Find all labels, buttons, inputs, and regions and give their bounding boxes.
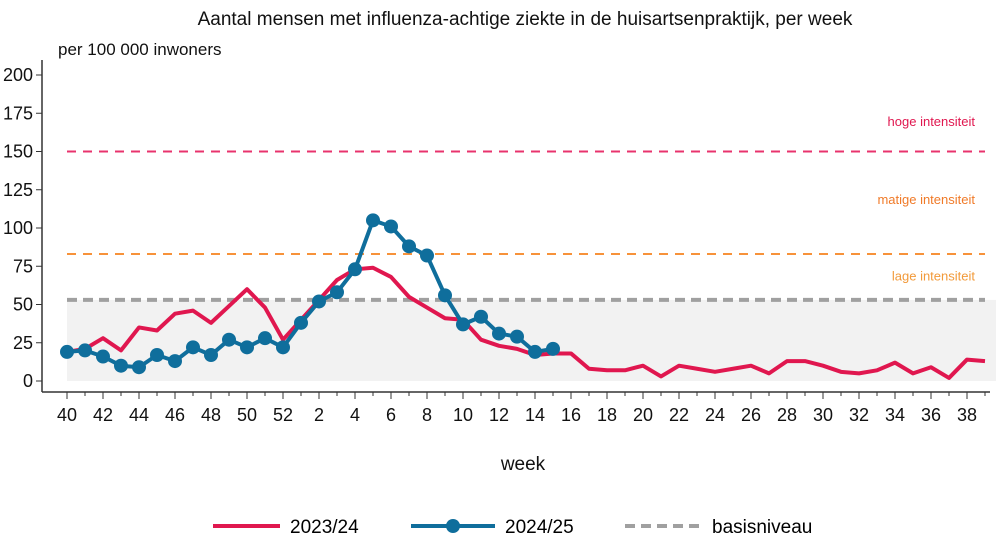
y-tick-label: 200	[3, 65, 33, 85]
band-label: lage intensiteit	[892, 268, 975, 283]
x-tick-label: 22	[669, 405, 689, 425]
data-point	[546, 341, 560, 356]
x-tick-label: 38	[957, 405, 977, 425]
data-point	[204, 347, 218, 362]
x-tick-label: 36	[921, 405, 941, 425]
band-label: hoge intensiteit	[888, 114, 976, 129]
data-point	[510, 329, 524, 344]
x-tick-label: 2	[314, 405, 324, 425]
x-tick-label: 28	[777, 405, 797, 425]
data-point	[150, 347, 164, 362]
y-tick-label: 50	[13, 295, 33, 315]
data-point	[366, 213, 380, 228]
data-point	[492, 326, 506, 341]
y-tick-label: 150	[3, 142, 33, 162]
data-point	[294, 315, 308, 330]
x-tick-label: 50	[237, 405, 257, 425]
legend: 2023/24 2024/25 basisniveau	[213, 517, 812, 538]
data-point	[438, 288, 452, 303]
legend-label-2024-25: 2024/25	[505, 517, 574, 538]
data-point	[168, 354, 182, 369]
y-tick-label: 125	[3, 180, 33, 200]
data-point	[114, 358, 128, 373]
x-tick-label: 12	[489, 405, 509, 425]
data-point	[384, 219, 398, 234]
x-tick-label: 6	[386, 405, 396, 425]
x-tick-label: 14	[525, 405, 545, 425]
x-tick-label: 8	[422, 405, 432, 425]
data-point	[330, 285, 344, 300]
y-tick-label: 100	[3, 218, 33, 238]
x-tick-label: 46	[165, 405, 185, 425]
x-tick-label: 4	[350, 405, 360, 425]
x-axis-label: week	[500, 454, 546, 475]
data-point	[348, 262, 362, 277]
data-point	[258, 331, 272, 346]
data-point	[60, 344, 74, 359]
data-point	[78, 343, 92, 358]
y-tick-label: 0	[23, 371, 33, 391]
y-tick-label: 25	[13, 333, 33, 353]
data-point	[132, 360, 146, 375]
x-tick-label: 34	[885, 405, 905, 425]
series-line-1	[66, 218, 554, 370]
x-tick-label: 20	[633, 405, 653, 425]
x-tick-label: 24	[705, 405, 725, 425]
band-label: matige intensiteit	[877, 192, 975, 207]
data-point	[312, 294, 326, 309]
series-line-0	[66, 265, 986, 380]
y-tick-label: 75	[13, 256, 33, 276]
data-point	[420, 248, 434, 263]
x-tick-label: 52	[273, 405, 293, 425]
data-point	[276, 340, 290, 355]
x-tick-label: 32	[849, 405, 869, 425]
x-tick-label: 30	[813, 405, 833, 425]
baseline-band	[67, 299, 996, 381]
data-point	[240, 340, 254, 355]
data-point	[456, 317, 470, 332]
data-point	[186, 340, 200, 355]
x-tick-label: 40	[57, 405, 77, 425]
chart-title: Aantal mensen met influenza-achtige ziek…	[198, 9, 853, 30]
x-tick-label: 44	[129, 405, 149, 425]
x-tick-label: 48	[201, 405, 221, 425]
data-point	[222, 332, 236, 347]
x-tick-label: 16	[561, 405, 581, 425]
data-point	[96, 349, 110, 364]
data-point	[474, 309, 488, 324]
data-point	[528, 344, 542, 359]
x-tick-label: 26	[741, 405, 761, 425]
legend-label-2023-24: 2023/24	[290, 517, 359, 538]
y-tick-label: 175	[3, 103, 33, 123]
legend-label-basisniveau: basisniveau	[712, 517, 812, 538]
x-tick-label: 10	[453, 405, 473, 425]
x-tick-label: 18	[597, 405, 617, 425]
x-tick-label: 42	[93, 405, 113, 425]
chart-subtitle: per 100 000 inwoners	[58, 40, 222, 59]
data-point	[402, 239, 416, 254]
